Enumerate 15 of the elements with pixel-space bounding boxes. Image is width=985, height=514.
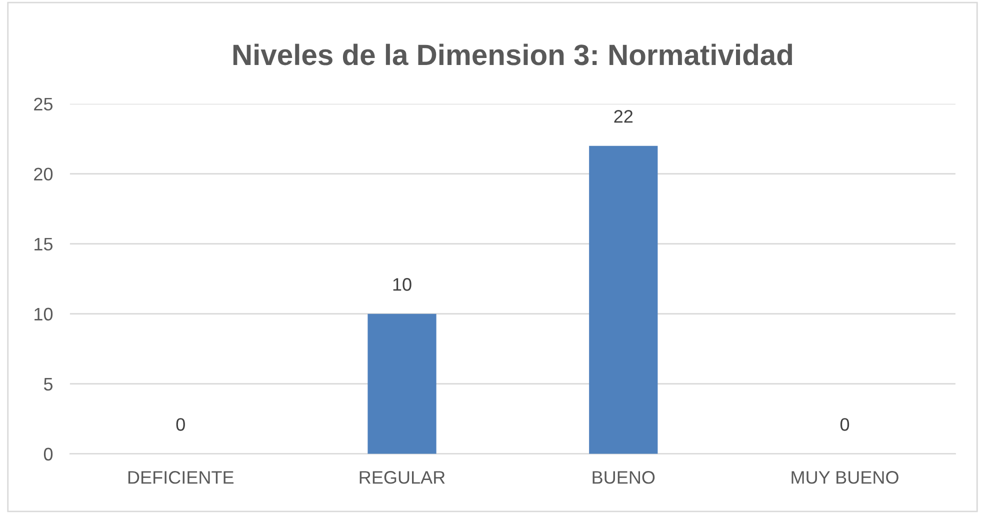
data-label: 0	[176, 418, 185, 431]
y-tick-label: 15	[34, 238, 53, 251]
x-tick-label: DEFICIENTE	[128, 471, 234, 484]
x-tick-label: MUY BUENO	[792, 471, 898, 484]
y-tick-label: 10	[34, 308, 53, 321]
x-tick-label: BUENO	[592, 471, 655, 484]
y-tick-label: 25	[34, 98, 53, 111]
y-tick-label: 20	[34, 168, 53, 181]
data-label: 0	[840, 418, 850, 431]
chart-title: Niveles de la Dimension 3: Normatividad	[233, 44, 792, 66]
y-tick-label: 0	[44, 448, 53, 461]
y-tick-label: 5	[44, 378, 53, 391]
x-tick-label: REGULAR	[360, 471, 445, 484]
data-label: 22	[614, 110, 633, 123]
data-label: 10	[393, 278, 412, 291]
